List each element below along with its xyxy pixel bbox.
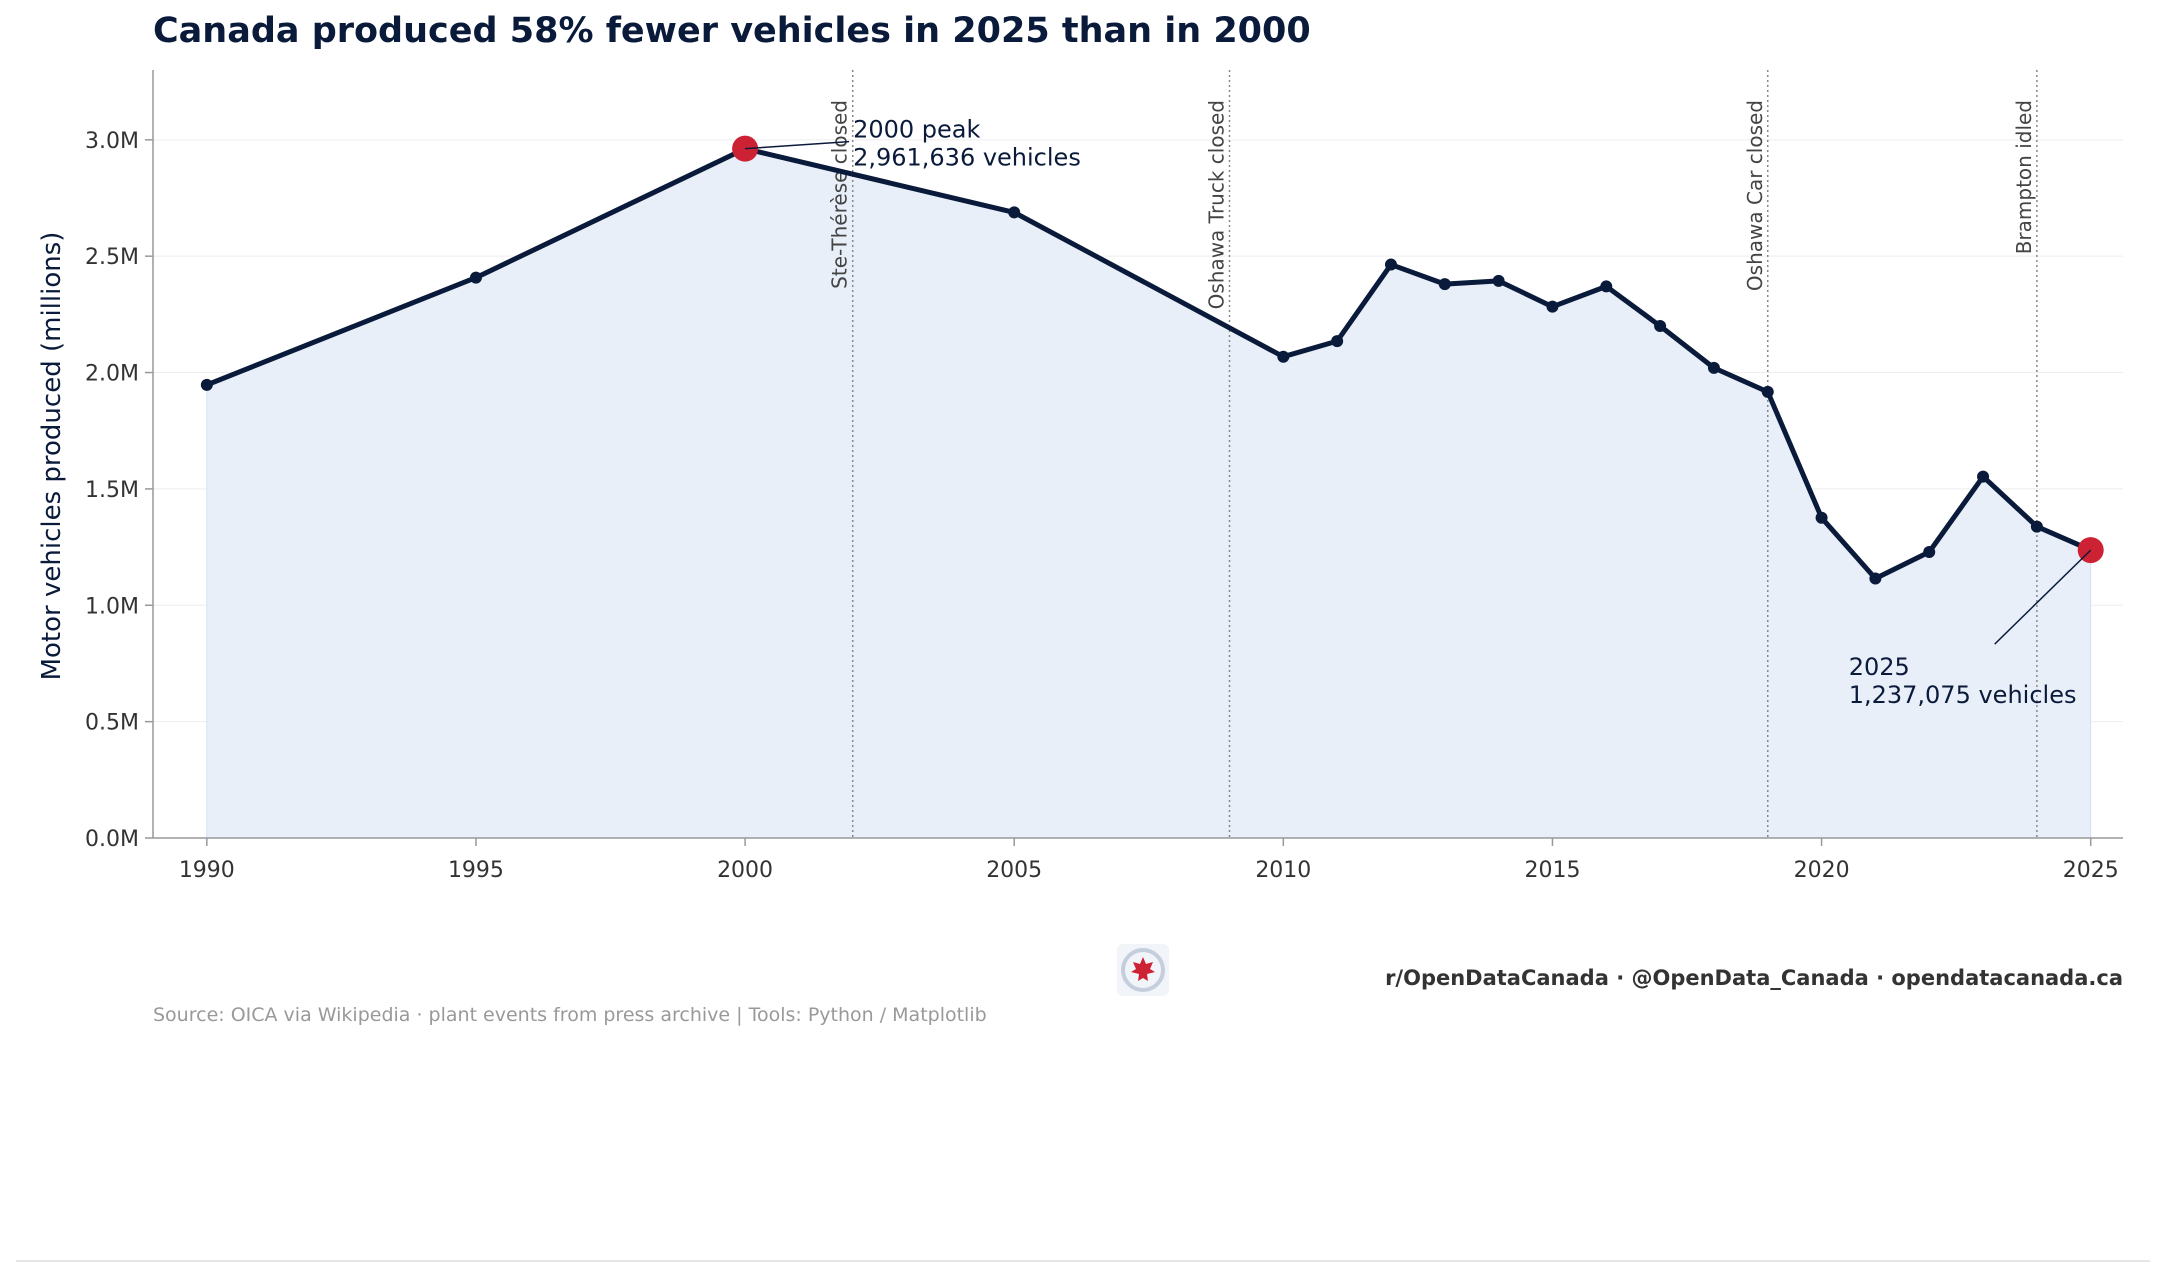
area-fill <box>206 148 2092 839</box>
y-tick-label-5: 2.5M <box>85 245 139 270</box>
data-point-2013 <box>1438 278 1451 291</box>
data-point-2010 <box>1277 350 1290 363</box>
y-tick-label-2: 1.0M <box>85 594 139 619</box>
data-point-2015 <box>1546 300 1559 313</box>
annotation-leader-0 <box>745 140 850 150</box>
y-tick-label-1: 0.5M <box>85 711 139 736</box>
data-point-2019 <box>1761 385 1774 398</box>
y-tick-label-3: 1.5M <box>85 478 139 503</box>
y-tick-label-0: 0.0M <box>85 827 139 852</box>
x-tick-label-1: 1995 <box>448 858 504 883</box>
annotation-line2-0: 2,961,636 vehicles <box>853 144 1081 172</box>
y-ticks: 0.0M 0.5M 1.0M 1.5M 2.0M 2.5M 3.0M <box>85 129 153 852</box>
data-point-2016 <box>1600 280 1613 293</box>
data-point-2024 <box>2030 520 2043 533</box>
data-point-1995 <box>469 271 482 284</box>
x-tick-label-6: 2020 <box>1794 858 1850 883</box>
data-point-2005 <box>1008 206 1021 219</box>
event-label-0: Ste-Thérèse closed <box>828 100 852 289</box>
annotation-line1-1: 2025 <box>1849 653 1910 681</box>
x-tick-label-5: 2015 <box>1524 858 1580 883</box>
data-point-2023 <box>1977 470 1990 483</box>
x-tick-label-4: 2010 <box>1255 858 1311 883</box>
y-axis-label: Motor vehicles produced (millions) <box>37 232 67 681</box>
y-tick-label-6: 3.0M <box>85 129 139 154</box>
annotation-line2-1: 1,237,075 vehicles <box>1849 681 2077 709</box>
x-ticks: 1990 1995 2000 2005 2010 2015 2020 2025 <box>179 838 2119 883</box>
event-label-1: Oshawa Truck closed <box>1205 100 1229 309</box>
x-tick-label-3: 2005 <box>986 858 1042 883</box>
x-tick-label-2: 2000 <box>717 858 773 883</box>
event-label-3: Brampton idled <box>2012 100 2036 254</box>
data-point-2018 <box>1707 361 1720 374</box>
data-point-2011 <box>1331 335 1344 348</box>
event-lines: Ste-Thérèse closed Oshawa Truck closed Osh… <box>828 70 2038 838</box>
data-point-2017 <box>1654 320 1667 332</box>
event-label-2: Oshawa Car closed <box>1743 100 1767 291</box>
axes <box>152 70 2123 839</box>
annotation-line1-0: 2000 peak <box>853 116 980 144</box>
data-point-2014 <box>1492 274 1505 287</box>
data-point-2022 <box>1923 545 1936 558</box>
maple-leaf-logo-icon <box>1117 944 1169 996</box>
x-tick-label-7: 2025 <box>2063 858 2119 883</box>
footer-source: Source: OICA via Wikipedia · plant event… <box>153 1004 987 1026</box>
annotation-leader-1 <box>1994 549 2092 645</box>
series-line <box>205 146 2092 581</box>
data-point-2012 <box>1384 258 1397 271</box>
y-tick-label-4: 2.0M <box>85 362 139 387</box>
x-tick-label-0: 1990 <box>179 858 235 883</box>
data-point-2021 <box>1869 572 1882 585</box>
chart-title: Canada produced 58% fewer vehicles in 20… <box>153 11 1311 51</box>
data-points <box>200 142 2097 585</box>
footer-credits: r/OpenDataCanada · @OpenData_Canada · op… <box>1385 966 2123 990</box>
data-point-2020 <box>1815 511 1828 524</box>
data-point-1990 <box>200 378 213 391</box>
